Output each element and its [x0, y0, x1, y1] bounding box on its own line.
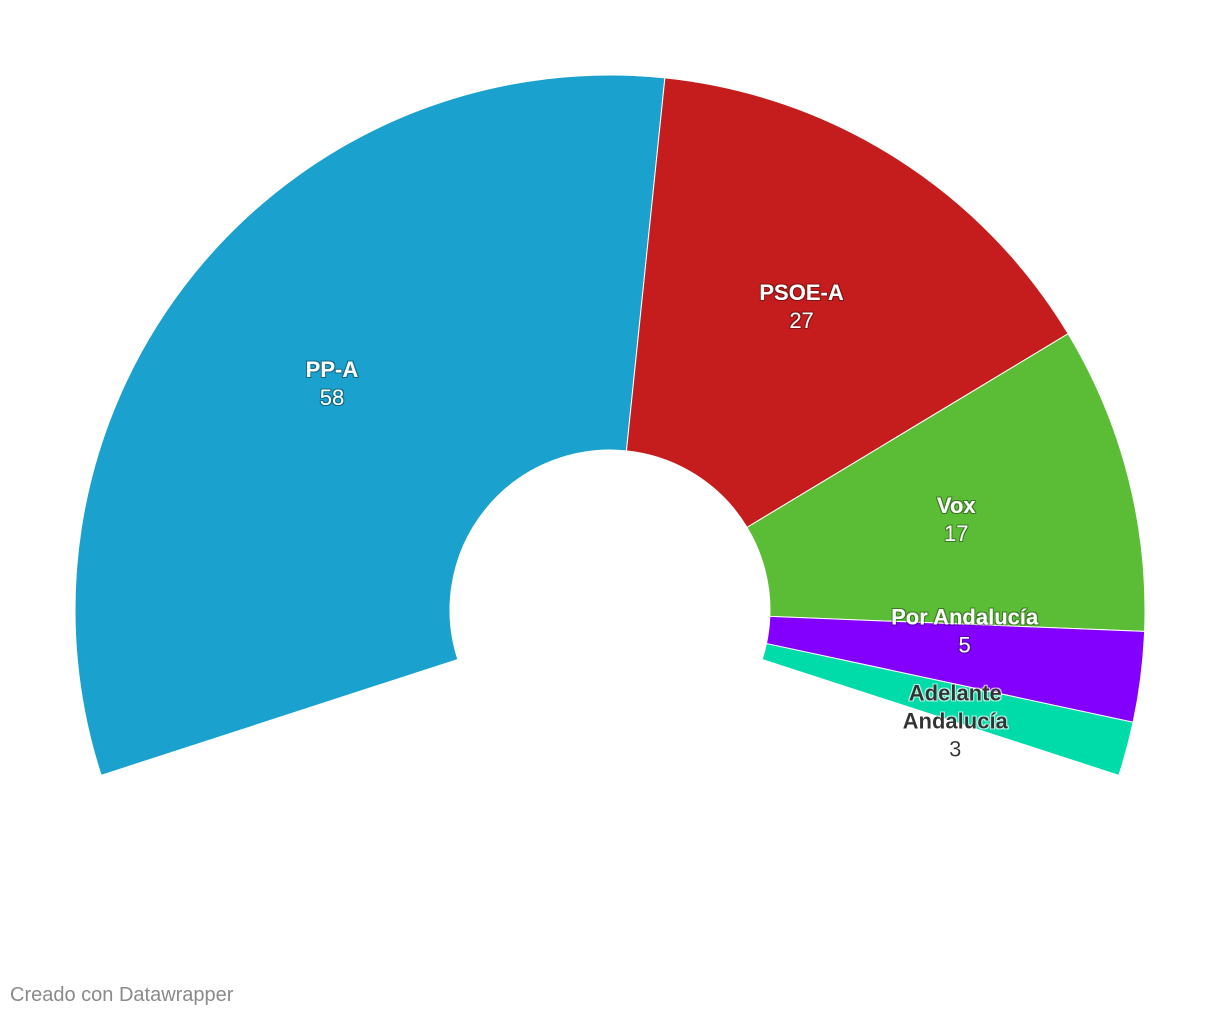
- label-name-pp-a: PP-A: [306, 357, 359, 382]
- label-group-adelante-andalucia: Adelante Andalucía 3: [903, 681, 1009, 762]
- label-name-psoe-a: PSOE-A: [759, 280, 843, 305]
- slice-pp-a[interactable]: [74, 74, 666, 776]
- label-name-vox: Vox: [937, 493, 976, 518]
- chart-labels: PP-A 58 PSOE-A 27 Vox 17 Por Andalucía 5 Adelant…: [306, 280, 1039, 762]
- label-value-por-andalucia: 5: [959, 633, 971, 658]
- label-group-por-andalucia: Por Andalucía 5: [891, 605, 1039, 658]
- label-value-psoe-a: 27: [789, 308, 813, 333]
- label-value-vox: 17: [944, 521, 968, 546]
- slice-adelante-andalucia[interactable]: [761, 642, 1134, 776]
- label-value-adelante-andalucia: 3: [949, 737, 961, 762]
- slice-psoe-a[interactable]: [625, 77, 1069, 529]
- label-name-por-andalucia: Por Andalucía: [891, 605, 1039, 630]
- credit-text: Creado con Datawrapper: [10, 984, 234, 1006]
- label-group-vox: Vox 17: [937, 493, 976, 546]
- label-name-adelante-andalucia-line-2: Andalucía: [903, 709, 1009, 734]
- label-group-psoe-a: PSOE-A 27: [759, 280, 843, 333]
- label-value-pp-a: 58: [320, 385, 344, 410]
- label-name-adelante-andalucia-line-1: Adelante: [909, 681, 1002, 706]
- label-group-pp-a: PP-A 58: [306, 357, 359, 410]
- slice-vox[interactable]: [746, 333, 1146, 632]
- chart-slices: [74, 74, 1146, 776]
